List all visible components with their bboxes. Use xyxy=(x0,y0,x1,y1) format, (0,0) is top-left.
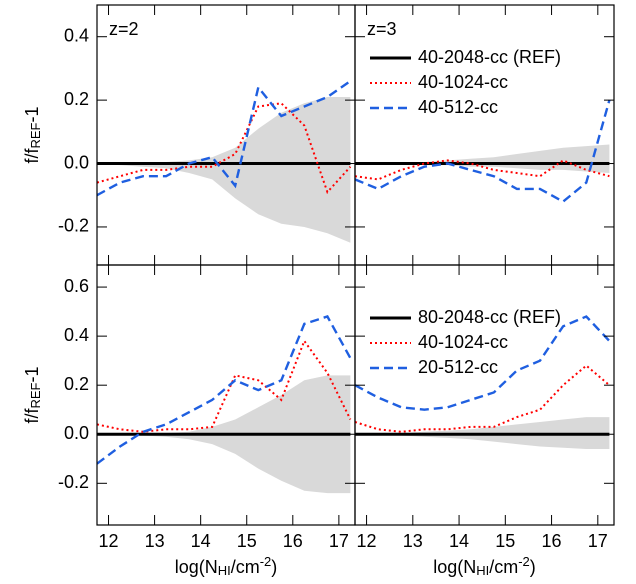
x-tick-label: 14 xyxy=(191,531,211,551)
label-part: HI xyxy=(218,563,231,578)
legend-label: 80-2048-cc (REF) xyxy=(418,307,561,327)
x-tick-label: 13 xyxy=(145,531,165,551)
x-axis-label: log(NHI/cm-2) xyxy=(433,554,536,578)
label-part: ) xyxy=(530,557,536,577)
y-tick-label: 0.0 xyxy=(64,152,89,172)
x-tick-label: 12 xyxy=(357,531,377,551)
series-line xyxy=(97,315,352,465)
label-part: ) xyxy=(271,557,277,577)
plot-area xyxy=(97,315,352,494)
y-tick-label: 0.2 xyxy=(64,89,89,109)
label-part: f/f xyxy=(22,408,42,424)
legend-label: 40-512-cc xyxy=(418,97,498,117)
panel-label: z=3 xyxy=(367,19,397,39)
legend-label: 40-2048-cc (REF) xyxy=(418,47,561,67)
x-tick-label: 14 xyxy=(449,531,469,551)
series-line xyxy=(355,159,610,181)
series-line xyxy=(97,338,352,433)
x-tick-label: 15 xyxy=(237,531,257,551)
legend-label: 40-1024-cc xyxy=(418,332,508,352)
y-tick-label: 0.4 xyxy=(64,25,89,45)
x-tick-label: 16 xyxy=(542,531,562,551)
label-part: f/f xyxy=(22,148,42,164)
label-part: REF xyxy=(28,382,43,408)
label-part: -2 xyxy=(260,554,272,569)
series-line xyxy=(355,99,611,204)
y-tick-label: 0.4 xyxy=(64,325,89,345)
label-part: log(N xyxy=(175,557,218,577)
panel-frame xyxy=(354,264,615,526)
y-tick-label: 0.2 xyxy=(64,374,89,394)
label-part: /cm xyxy=(489,557,518,577)
x-tick-label: 17 xyxy=(329,531,349,551)
x-tick-label: 15 xyxy=(495,531,515,551)
label-part: REF xyxy=(28,122,43,148)
plot-area xyxy=(355,315,611,449)
label-part: /cm xyxy=(231,557,260,577)
panel-label: z=2 xyxy=(109,19,139,39)
label-part: -2 xyxy=(518,554,530,569)
x-tick-label: 12 xyxy=(99,531,119,551)
series-line xyxy=(97,80,352,197)
y-tick-label: 0.0 xyxy=(64,423,89,443)
plot-area xyxy=(97,80,352,243)
legend-label: 20-512-cc xyxy=(418,357,498,377)
y-tick-label: -0.2 xyxy=(58,216,89,236)
label-part: -1 xyxy=(22,366,42,382)
y-tick-label: -0.2 xyxy=(58,472,89,492)
series-line xyxy=(97,102,352,195)
label-part: HI xyxy=(476,563,489,578)
plot-area xyxy=(355,99,611,204)
y-axis-label: f/fREF-1 xyxy=(22,106,44,163)
series-line xyxy=(355,315,611,411)
panel-frame xyxy=(354,4,615,266)
x-tick-label: 16 xyxy=(283,531,303,551)
y-axis-label: f/fREF-1 xyxy=(22,366,44,423)
legend-label: 40-1024-cc xyxy=(418,72,508,92)
label-part: -1 xyxy=(22,106,42,122)
x-tick-label: 13 xyxy=(403,531,423,551)
x-tick-label: 17 xyxy=(588,531,608,551)
x-axis-label: log(NHI/cm-2) xyxy=(175,554,278,578)
y-tick-label: 0.6 xyxy=(64,276,89,296)
label-part: log(N xyxy=(433,557,476,577)
scatter-band xyxy=(355,144,610,173)
